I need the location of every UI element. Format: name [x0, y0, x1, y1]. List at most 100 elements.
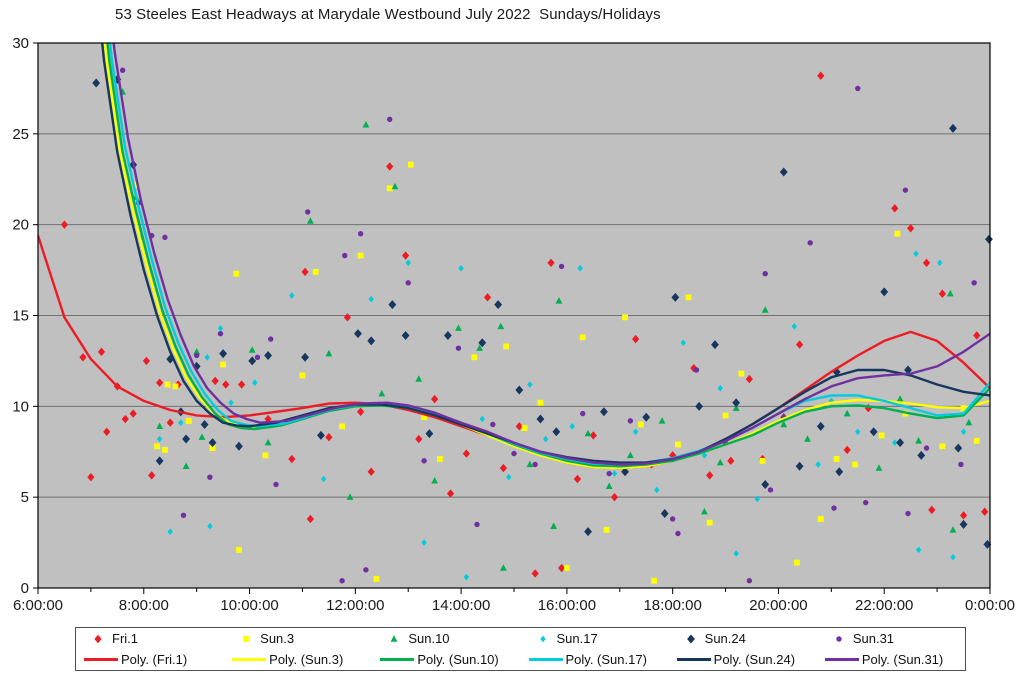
scatter-point [431, 477, 439, 484]
scatter-point [958, 461, 964, 468]
scatter-point [913, 250, 919, 258]
scatter-point [425, 429, 434, 439]
legend-item-poly-fri-1-: Poly. (Fri.1) [76, 652, 224, 667]
scatter-point [503, 343, 509, 350]
scatter-point [156, 435, 163, 443]
scatter-point [580, 410, 586, 417]
scatter-point [537, 399, 544, 406]
legend-label: Sun.24 [704, 631, 746, 646]
scatter-point [669, 516, 676, 522]
scatter-point [357, 407, 365, 416]
legend-line-swatch-icon [380, 658, 415, 661]
scatter-point [312, 269, 319, 275]
scatter-point [627, 418, 634, 424]
scatter-point [401, 251, 410, 260]
scatter-point [660, 509, 669, 519]
scatter-point [701, 452, 708, 459]
scatter-point [264, 438, 272, 446]
scatter-point [390, 634, 398, 642]
scatter-point [178, 419, 184, 426]
scatter-point [378, 389, 386, 397]
scatter-point [87, 472, 95, 482]
scatter-point [273, 481, 279, 488]
scatter-point [121, 414, 129, 424]
scatter-point [306, 217, 314, 224]
scatter-point [971, 280, 977, 286]
scatter-point [807, 240, 813, 246]
scatter-point [732, 404, 740, 411]
scatter-point [815, 461, 821, 468]
scatter-point [367, 467, 375, 476]
scatter-point [675, 530, 681, 537]
scatter-point [132, 181, 139, 188]
scatter-point [415, 434, 423, 444]
scatter-point [301, 352, 309, 362]
scatter-point [254, 354, 261, 360]
scatter-point [79, 353, 87, 362]
scatter-point [463, 573, 470, 581]
scatter-point [716, 458, 724, 466]
legend-marker-sun-17-icon [539, 635, 546, 642]
scatter-point [515, 422, 523, 431]
legend-label: Fri.1 [112, 631, 138, 646]
scatter-point [343, 313, 351, 322]
x-tick-label: 10:00:00 [220, 597, 278, 614]
scatter-point [611, 470, 618, 477]
scatter-point [499, 463, 508, 473]
legend-item-poly-sun-31-: Poly. (Sun.31) [817, 652, 965, 667]
scatter-point [973, 437, 980, 444]
scatter-point [569, 423, 575, 430]
scatter-point [222, 380, 230, 389]
scatter-point [746, 578, 753, 584]
scatter-point [796, 340, 804, 349]
scatter-point [891, 204, 899, 213]
scatter-point [791, 323, 798, 330]
scatter-point [855, 85, 861, 92]
scatter-point [455, 345, 462, 351]
scatter-point [386, 162, 394, 171]
scatter-point [342, 252, 348, 259]
scatter-point [526, 460, 534, 468]
scatter-point [462, 449, 470, 458]
scatter-point [761, 479, 770, 489]
scatter-point [401, 330, 410, 340]
scatter-point [732, 398, 741, 408]
scatter-point [483, 293, 492, 302]
scatter-point [543, 435, 549, 443]
scatter-point [235, 441, 243, 451]
scatter-point [693, 367, 700, 373]
scatter-point [167, 528, 173, 535]
scatter-point [305, 209, 311, 215]
scatter-point [373, 576, 380, 582]
scatter-point [405, 259, 411, 267]
scatter-point [320, 475, 327, 483]
scatter-point [325, 433, 333, 442]
scatter-point [339, 578, 345, 584]
scatter-point [185, 417, 192, 424]
scatter-point [685, 294, 692, 301]
scatter-point [675, 441, 681, 448]
scatter-point [923, 445, 930, 451]
scatter-point [584, 429, 592, 437]
scatter-point [835, 467, 844, 477]
legend-item-sun-17: Sun.17 [521, 631, 669, 646]
scatter-point [638, 421, 644, 428]
scatter-point [794, 559, 800, 566]
legend-item-poly-sun-10-: Poly. (Sun.10) [372, 652, 520, 667]
scatter-point [706, 471, 714, 480]
scatter-point [506, 473, 512, 481]
scatter-point [960, 428, 967, 436]
scatter-point [532, 461, 538, 468]
scatter-point [268, 336, 274, 342]
scatter-point [60, 220, 69, 229]
chart-title: 53 Steeles East Headways at Marydale Wes… [115, 6, 661, 23]
scatter-point [357, 252, 364, 259]
scatter-point [843, 409, 851, 417]
scatter-point [138, 234, 144, 241]
scatter-point [180, 512, 187, 519]
scatter-point [722, 412, 729, 419]
scatter-point [339, 423, 346, 430]
scatter-point [779, 167, 788, 177]
scatter-point [94, 634, 102, 643]
